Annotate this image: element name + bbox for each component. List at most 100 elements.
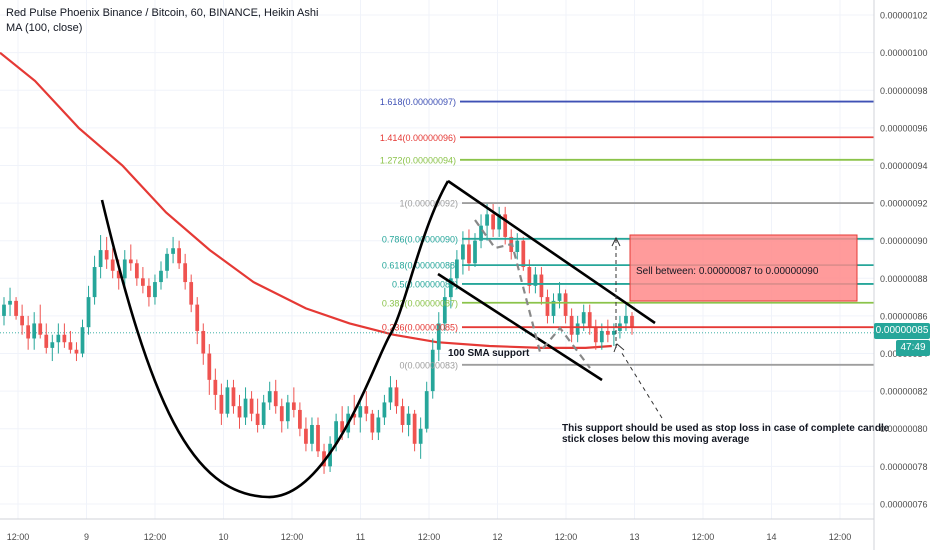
price-tick-label: 0.00000090 — [880, 236, 928, 246]
time-tick-label: 12:00 — [281, 532, 304, 542]
candle-body — [291, 402, 296, 410]
time-tick-label: 11 — [356, 532, 365, 542]
candle-body — [382, 402, 387, 418]
candle-body — [56, 334, 61, 343]
candle-body — [237, 406, 242, 418]
candle-body — [599, 330, 604, 343]
wedge-upper-line — [447, 179, 656, 325]
candle-body — [388, 387, 393, 403]
candle-body — [2, 304, 6, 316]
candle-body — [62, 334, 67, 343]
wedge-lower-line — [437, 272, 603, 382]
candle-body — [74, 349, 79, 354]
price-tick-label: 0.00000078 — [880, 462, 928, 472]
candle-body — [455, 259, 459, 279]
candle-body — [557, 293, 562, 301]
candle-body — [32, 323, 37, 339]
time-tick-label: 13 — [629, 532, 639, 542]
price-tick-label: 0.00000096 — [880, 123, 928, 133]
candle-body — [92, 267, 97, 298]
fib-level-label: 0.236(0.00000085) — [382, 323, 458, 333]
candle-body — [461, 244, 465, 260]
ma-100-line — [0, 51, 612, 349]
price-tick-label: 0.00000102 — [880, 11, 928, 21]
candle-body — [261, 402, 266, 425]
candle-body — [563, 293, 568, 316]
candle-body — [298, 409, 302, 429]
candle-body — [183, 263, 188, 283]
candle-body — [80, 327, 85, 354]
candle-body — [485, 214, 489, 226]
candle-body — [110, 259, 115, 271]
candle-body — [219, 394, 224, 414]
candle-body — [491, 214, 495, 230]
candle-body — [285, 402, 290, 422]
candle-body — [273, 391, 278, 407]
candle-body — [201, 330, 206, 354]
candle-body — [165, 253, 169, 271]
candle-body — [448, 278, 453, 298]
candle-body — [8, 300, 12, 305]
candle-body — [370, 413, 375, 433]
moving-average-layer — [0, 51, 874, 349]
time-tick-label: 9 — [84, 532, 89, 542]
price-tick-label: 0.00000080 — [880, 424, 928, 434]
candle-body — [400, 406, 405, 425]
candle-body — [515, 240, 520, 252]
candle-body — [20, 315, 24, 326]
candle-body — [569, 315, 574, 335]
candle-body — [412, 413, 417, 444]
sma-support-label: 100 SMA support — [448, 348, 530, 359]
candle-body — [14, 300, 18, 316]
candle-body — [122, 259, 127, 279]
candle-body — [358, 406, 363, 418]
candle-body — [479, 225, 483, 241]
fib-level-label: 1.272(0.00000094) — [380, 155, 456, 165]
indicator-label: MA (100, close) — [6, 22, 83, 34]
candle-body — [141, 278, 145, 286]
price-tick-label: 0.00000098 — [880, 86, 928, 96]
fib-level-label: 0.5(0.00000088) — [392, 279, 458, 289]
candle-body — [527, 267, 532, 286]
time-tick-label: 12:00 — [692, 532, 715, 542]
time-axis[interactable]: 12:00 9 12:00 10 12:00 11 12:00 12 12:00 13 12:00 1… — [7, 532, 852, 542]
projected-path-line — [474, 219, 591, 369]
countdown-badge: 47:49 — [896, 340, 930, 356]
fib-level-label: 1(0.00000092) — [399, 199, 458, 209]
candle-body — [575, 323, 580, 335]
price-axis[interactable]: 0.00000102 0.00000100 0.00000098 0.00000096… — [880, 11, 928, 510]
fib-level-label: 1.618(0.00000097) — [380, 97, 456, 107]
stop-loss-pointer-line — [619, 349, 663, 419]
candle-body — [436, 323, 441, 350]
candles-layer — [2, 203, 634, 474]
candle-body — [605, 330, 610, 335]
candle-body — [267, 391, 272, 403]
price-tick-label: 0.00000100 — [880, 48, 928, 58]
candle-body — [304, 428, 308, 444]
candle-body — [255, 413, 260, 425]
fib-level-label: 0.382(0.00000087) — [382, 298, 458, 308]
candle-body — [322, 451, 326, 467]
candle-body — [442, 297, 447, 324]
last-price-badge: 0.00000085 — [874, 323, 930, 339]
candle-body — [225, 387, 230, 414]
candle-body — [177, 248, 181, 264]
candle-body — [533, 274, 538, 286]
candle-body — [231, 387, 236, 407]
candle-body — [624, 315, 628, 324]
candle-body — [243, 398, 248, 418]
candle-body — [418, 428, 423, 444]
candle-body — [497, 214, 502, 230]
candle-body — [50, 342, 55, 348]
time-tick-label: 14 — [766, 532, 776, 542]
fib-level-label: 1.414(0.00000096) — [380, 133, 456, 143]
price-tick-label: 0.00000086 — [880, 311, 928, 321]
fib-level-label: 0.618(0.00000088) — [382, 261, 458, 271]
price-tick-label: 0.00000092 — [880, 199, 928, 209]
candle-body — [430, 349, 435, 392]
candle-body — [503, 214, 508, 237]
candle-body — [334, 421, 338, 444]
sell-zone-box[interactable] — [629, 234, 858, 302]
stop-loss-arrowhead — [613, 343, 625, 353]
